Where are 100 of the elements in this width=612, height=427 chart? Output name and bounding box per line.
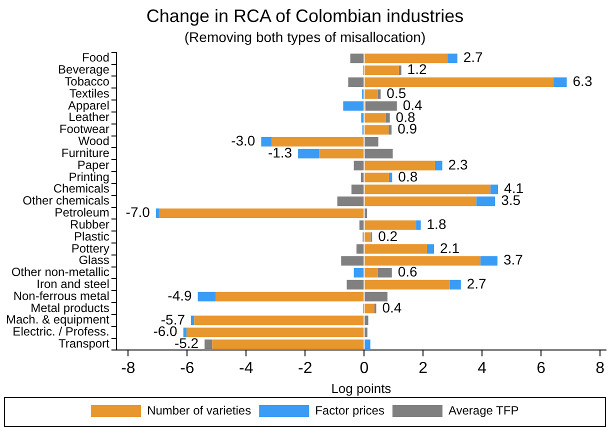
total-label: -3.0 (231, 132, 256, 149)
y-tick-label: Metal products (30, 300, 110, 315)
bar (351, 184, 364, 194)
total-label: 1.8 (426, 216, 446, 232)
bar (354, 268, 364, 278)
total-label: -5.7 (160, 311, 186, 328)
bar (186, 328, 364, 338)
bar (364, 113, 386, 123)
total-label: 2.7 (466, 276, 487, 292)
bar (212, 339, 364, 350)
bar (346, 280, 364, 290)
y-tick-label: Transport (58, 336, 110, 351)
bar (388, 125, 392, 135)
bar (553, 77, 567, 87)
bar (191, 316, 194, 326)
bar (160, 208, 364, 218)
y-tick-label: Plastic (74, 229, 110, 244)
bar (480, 256, 498, 266)
bar (364, 172, 389, 182)
bar (476, 196, 496, 206)
bar (364, 244, 427, 254)
y-tick-label: Pottery (71, 241, 110, 256)
bar (359, 220, 364, 230)
total-label: 0.4 (382, 299, 402, 316)
y-tick-label: Other non-metallic (11, 265, 110, 280)
bar (490, 184, 498, 194)
bar (215, 292, 364, 302)
bar (341, 256, 364, 266)
y-tick-label: Electric. / Profess. (12, 324, 110, 339)
x-tick-label: 0 (360, 360, 369, 378)
y-tick-label: Furniture (61, 146, 110, 160)
bar (364, 316, 368, 326)
bar (450, 280, 461, 290)
bar (261, 136, 272, 147)
y-tick-label: Petroleum (54, 206, 110, 220)
bar (364, 77, 554, 87)
bar (364, 54, 448, 64)
bar (298, 148, 320, 158)
total-label: 2.1 (440, 240, 460, 256)
x-tick-label: -2 (298, 360, 312, 378)
y-tick-label: Beverage (58, 62, 110, 77)
bar (364, 292, 388, 302)
x-tick-label: -6 (180, 360, 194, 378)
total-label: -5.2 (174, 335, 199, 352)
total-label: 3.7 (503, 252, 524, 268)
bar (364, 66, 399, 76)
bar (447, 54, 458, 64)
bar (378, 89, 381, 99)
y-tick-label: Mach. & equipment (6, 312, 110, 327)
bar (354, 160, 364, 170)
bar (364, 125, 389, 135)
bar (364, 268, 378, 278)
bar (361, 113, 364, 123)
bar (156, 208, 160, 218)
bar (343, 101, 364, 111)
x-tick-label: 6 (536, 360, 546, 378)
legend-label: Average TFP (448, 403, 519, 418)
bar (350, 54, 364, 64)
bar (386, 113, 390, 123)
y-tick-label: Wood (78, 134, 110, 148)
bar (364, 339, 370, 350)
legend-label: Number of varieties (147, 403, 252, 418)
bar (364, 89, 378, 99)
total-label: 0.6 (398, 264, 418, 280)
bar (364, 208, 368, 218)
chart-subtitle: (Removing both types of misallocation) (184, 28, 426, 45)
bar (366, 101, 397, 111)
x-tick-label: -8 (121, 360, 136, 378)
bar (364, 256, 480, 266)
bar (426, 244, 434, 254)
bar (398, 66, 402, 76)
bar (360, 172, 364, 182)
bar (364, 304, 374, 314)
y-tick-label: Apparel (68, 98, 110, 112)
y-tick-label: Iron and steel (36, 276, 110, 291)
chart-title: Change in RCA of Colombian industries (146, 6, 464, 26)
x-tick-label: -4 (239, 360, 254, 378)
bar (388, 172, 392, 182)
total-label: -1.3 (268, 144, 292, 161)
total-label: 6.3 (572, 73, 592, 90)
total-label: 0.8 (398, 168, 418, 184)
y-tick-label: Other chemicals (22, 194, 110, 208)
total-label: 2.3 (448, 156, 468, 172)
bar (364, 328, 368, 338)
bar (378, 268, 392, 278)
bar (356, 244, 364, 254)
bar (348, 77, 364, 87)
bar (364, 184, 490, 194)
y-tick-label: Footwear (59, 122, 110, 136)
x-axis-title: Log points (331, 380, 392, 396)
bar (416, 220, 421, 230)
bar (204, 339, 212, 350)
bar (319, 148, 364, 158)
total-label: -7.0 (126, 204, 150, 220)
bar (337, 196, 364, 206)
bar (198, 292, 216, 302)
y-tick-label: Printing (68, 170, 110, 184)
y-tick-label: Non-ferrous metal (13, 288, 110, 303)
bar (194, 316, 364, 326)
bar (434, 160, 442, 170)
